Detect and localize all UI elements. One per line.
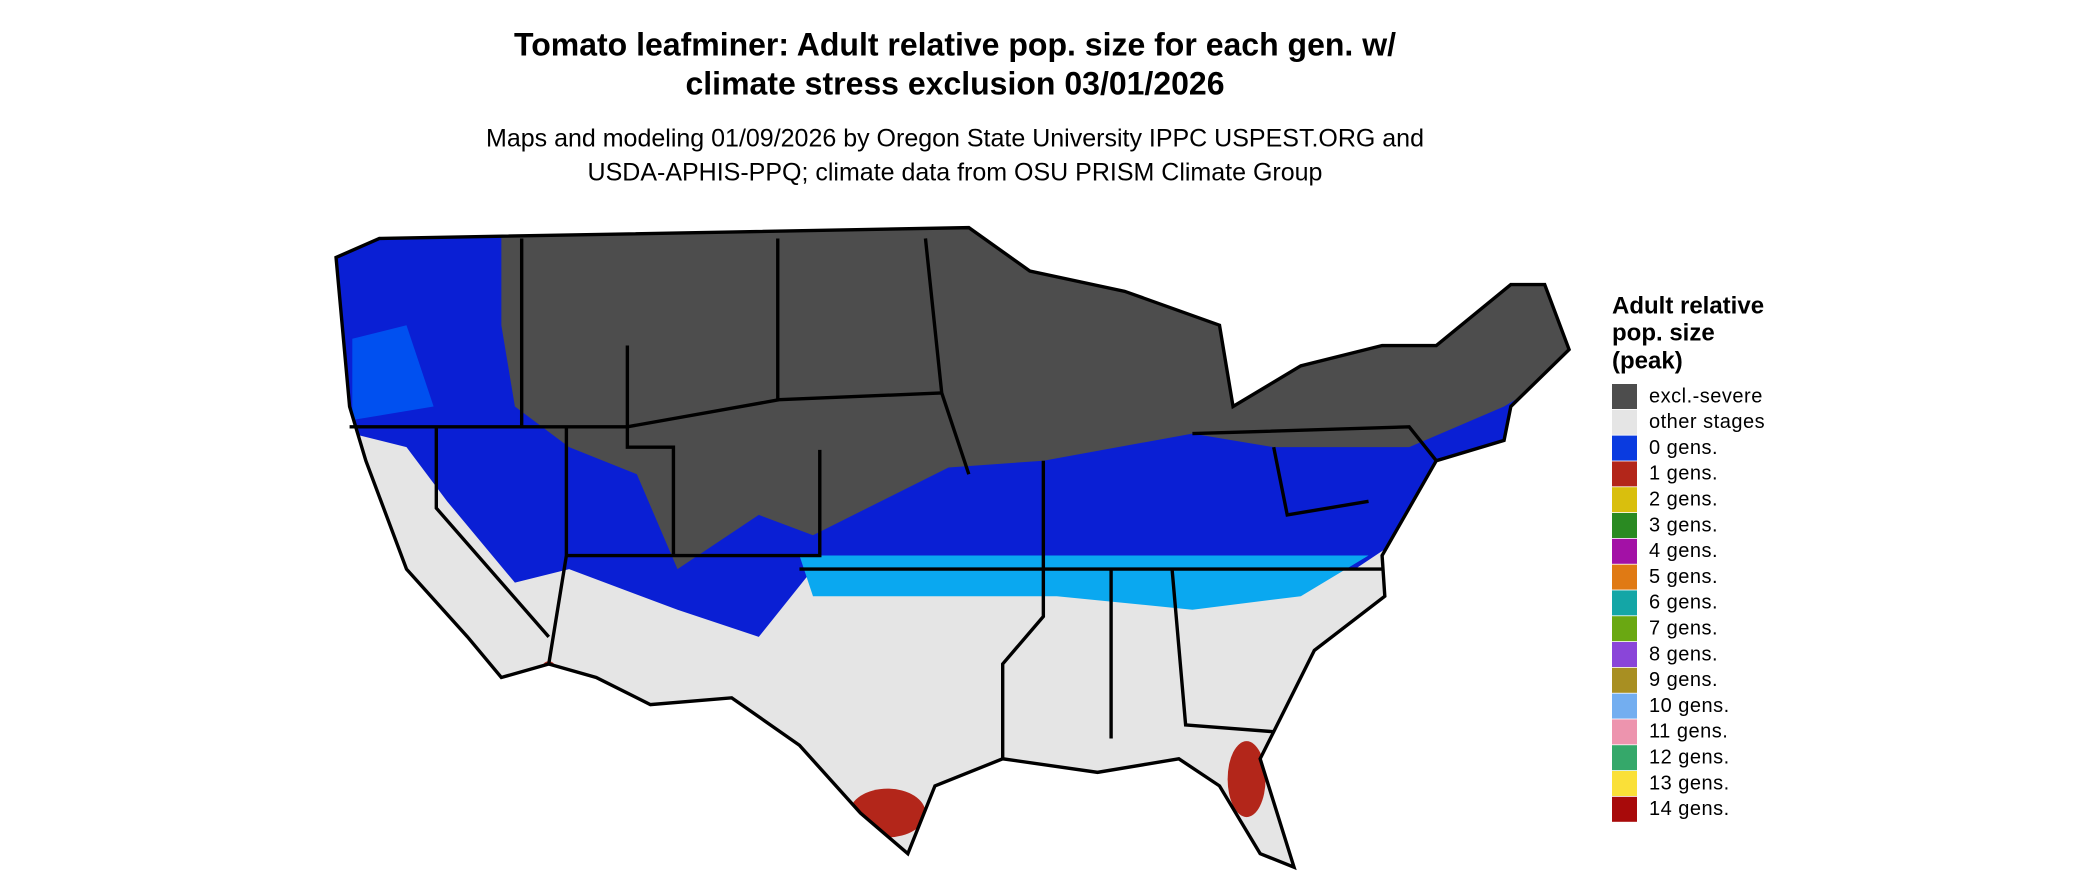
legend-label: 1 gens. bbox=[1649, 463, 1718, 485]
legend-label: other stages bbox=[1649, 411, 1765, 433]
title-line: Tomato leafminer: Adult relative pop. si… bbox=[514, 26, 1396, 62]
legend-swatch bbox=[1612, 693, 1637, 719]
legend-swatch bbox=[1612, 719, 1637, 745]
legend-swatch bbox=[1612, 667, 1637, 693]
legend-label: 4 gens. bbox=[1649, 540, 1718, 562]
legend-title-line: Adult relative bbox=[1612, 292, 1764, 319]
legend-swatch bbox=[1612, 616, 1637, 642]
legend-label: 8 gens. bbox=[1649, 643, 1718, 665]
legend-swatch bbox=[1612, 590, 1637, 616]
legend-swatch bbox=[1612, 538, 1637, 564]
title-line: climate stress exclusion 03/01/2026 bbox=[685, 65, 1224, 101]
legend-swatch bbox=[1612, 384, 1637, 409]
legend-label: 10 gens. bbox=[1649, 695, 1730, 717]
subtitle-line: Maps and modeling 01/09/2026 by Oregon S… bbox=[486, 125, 1424, 153]
legend-label: 11 gens. bbox=[1649, 721, 1728, 743]
legend-label: 2 gens. bbox=[1649, 488, 1718, 510]
subtitle-line: USDA-APHIS-PPQ; climate data from OSU PR… bbox=[588, 159, 1323, 187]
legend-label: 9 gens. bbox=[1649, 669, 1718, 691]
legend-label: 6 gens. bbox=[1649, 592, 1718, 614]
legend-swatch bbox=[1612, 435, 1637, 461]
legend-title-line: pop. size bbox=[1612, 319, 1715, 346]
legend-swatch bbox=[1612, 745, 1637, 771]
legend-swatch bbox=[1612, 513, 1637, 538]
legend: Adult relative pop. size (peak) excl.-se… bbox=[1612, 292, 1765, 822]
legend-label: 12 gens. bbox=[1649, 746, 1730, 768]
legend-title-line: (peak) bbox=[1612, 347, 1683, 374]
legend-label: 7 gens. bbox=[1649, 617, 1718, 639]
map bbox=[334, 225, 1572, 871]
legend-label: 0 gens. bbox=[1649, 437, 1718, 459]
legend-swatch bbox=[1612, 461, 1637, 487]
legend-label: 14 gens. bbox=[1649, 798, 1730, 820]
legend-swatch bbox=[1612, 642, 1637, 667]
legend-swatch bbox=[1612, 796, 1637, 822]
legend-label: 13 gens. bbox=[1649, 772, 1730, 794]
legend-label: 3 gens. bbox=[1649, 514, 1718, 536]
legend-swatch bbox=[1612, 564, 1637, 590]
legend-swatch bbox=[1612, 771, 1637, 796]
legend-label: 5 gens. bbox=[1649, 566, 1718, 588]
legend-label: excl.-severe bbox=[1649, 385, 1763, 407]
legend-swatch bbox=[1612, 409, 1637, 435]
legend-swatch bbox=[1612, 487, 1637, 513]
